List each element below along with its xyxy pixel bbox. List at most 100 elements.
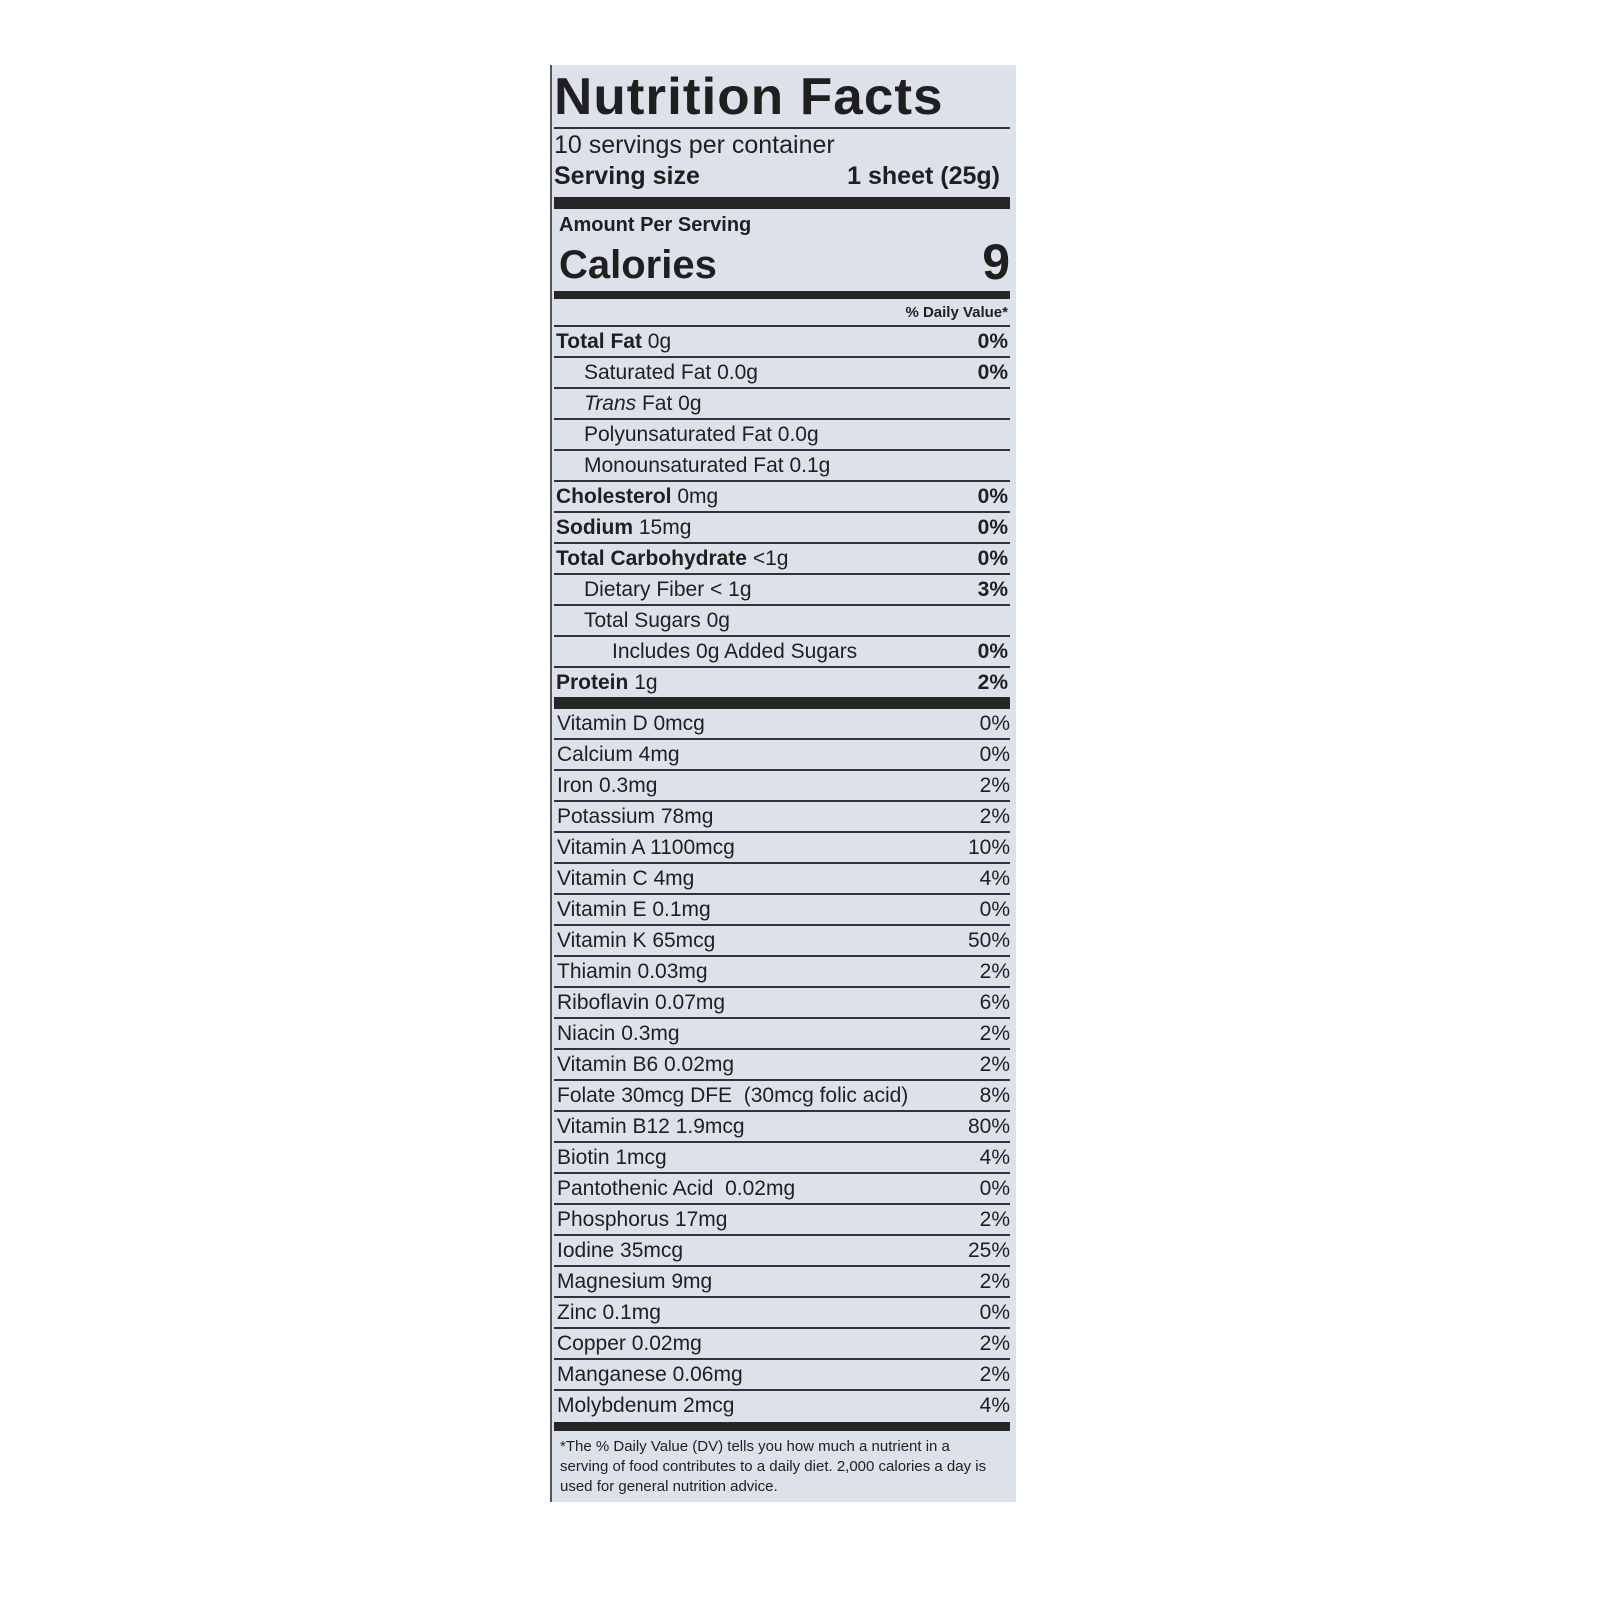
nutrient-name-amount: Trans Fat 0g <box>584 392 702 416</box>
nutrient-daily-value: 2% <box>977 670 1008 694</box>
vitamin-name-amount: Zinc 0.1mg <box>557 1300 661 1324</box>
nutrient-daily-value: 0% <box>977 515 1008 539</box>
serving-size-label: Serving size <box>554 162 700 190</box>
vitamin-name-amount: Phosphorus 17mg <box>557 1207 728 1231</box>
vitamin-name-amount: Vitamin D 0mcg <box>557 711 705 735</box>
nutrient-name-amount: Total Fat 0g <box>556 330 671 354</box>
nutrient-row: Trans Fat 0g <box>554 389 1010 420</box>
vitamin-name-amount: Vitamin C 4mg <box>557 866 695 890</box>
vitamin-row: Iodine 35mcg 25% <box>554 1236 1010 1267</box>
nutrient-name: Monounsaturated Fat <box>584 453 784 477</box>
nutrient-row: Dietary Fiber < 1g 3% <box>554 575 1010 606</box>
vitamin-daily-value: 0% <box>979 711 1010 735</box>
vitamin-daily-value: 2% <box>979 773 1010 797</box>
nutrient-daily-value: 0% <box>977 484 1008 508</box>
thick-divider <box>554 1422 1010 1431</box>
vitamin-name-amount: Vitamin B12 1.9mcg <box>557 1114 745 1138</box>
nutrient-name: Saturated Fat <box>584 360 712 384</box>
nutrient-name-amount: Saturated Fat 0.0g <box>584 361 758 385</box>
nutrient-amount: 0.0g <box>717 360 758 384</box>
calories-value: 9 <box>982 234 1010 290</box>
vitamin-name-amount: Thiamin 0.03mg <box>557 959 708 983</box>
vitamin-row: Copper 0.02mg 2% <box>554 1329 1010 1360</box>
vitamin-daily-value: 2% <box>979 804 1010 828</box>
nutrient-row: Total Carbohydrate <1g 0% <box>554 544 1010 575</box>
vitamin-daily-value: 0% <box>979 1176 1010 1200</box>
vitamin-daily-value: 25% <box>967 1238 1010 1262</box>
vitamin-row: Zinc 0.1mg 0% <box>554 1298 1010 1329</box>
nutrient-amount: 15mg <box>638 515 692 539</box>
vitamin-name-amount: Copper 0.02mg <box>557 1331 702 1355</box>
vitamin-row: Potassium 78mg 2% <box>554 802 1010 833</box>
vitamin-row: Vitamin E 0.1mg 0% <box>554 895 1010 926</box>
vitamin-daily-value: 4% <box>979 866 1010 890</box>
vitamin-row: Vitamin K 65mcg 50% <box>554 926 1010 957</box>
nutrient-name: Polyunsaturated Fat <box>584 422 772 446</box>
calories-row: Calories 9 <box>554 237 1010 287</box>
vitamin-daily-value: 0% <box>979 742 1010 766</box>
nutrient-daily-value: 3% <box>977 577 1008 601</box>
vitamin-list: Vitamin D 0mcg 0% Calcium 4mg 0% Iron 0.3mg 2… <box>554 709 1010 1420</box>
nutrient-amount: 0g <box>706 608 730 632</box>
vitamin-row: Vitamin B6 0.02mg 2% <box>554 1050 1010 1081</box>
vitamin-row: Folate 30mcg DFE (30mcg folic acid) 8% <box>554 1081 1010 1112</box>
vitamin-daily-value: 2% <box>979 1331 1010 1355</box>
vitamin-row: Manganese 0.06mg 2% <box>554 1360 1010 1391</box>
nutrient-daily-value: 0% <box>977 546 1008 570</box>
nutrient-list: Total Fat 0g 0% Saturated Fat 0.0g 0% Trans … <box>554 327 1010 697</box>
thick-divider <box>554 291 1010 299</box>
nutrient-name-amount: Includes 0g Added Sugars <box>612 640 857 664</box>
vitamin-name-amount: Folate 30mcg DFE (30mcg folic acid) <box>557 1083 909 1107</box>
nutrient-amount: 0g <box>647 329 672 353</box>
vitamin-name-amount: Pantothenic Acid 0.02mg <box>557 1176 796 1200</box>
nutrient-name-amount: Sodium 15mg <box>556 516 691 540</box>
nutrient-row: Protein 1g 2% <box>554 668 1010 697</box>
nutrient-amount: 1g <box>634 670 658 694</box>
vitamin-row: Phosphorus 17mg 2% <box>554 1205 1010 1236</box>
vitamin-daily-value: 2% <box>979 1269 1010 1293</box>
servings-per-container: 10 servings per container <box>554 131 835 159</box>
vitamin-name-amount: Iodine 35mcg <box>557 1238 684 1262</box>
nutrient-row: Monounsaturated Fat 0.1g <box>554 451 1010 482</box>
thick-divider <box>554 197 1010 209</box>
vitamin-row: Magnesium 9mg 2% <box>554 1267 1010 1298</box>
nutrient-amount: < 1g <box>710 577 752 601</box>
footnote: *The % Daily Value (DV) tells you how mu… <box>560 1438 987 1495</box>
vitamin-name-amount: Manganese 0.06mg <box>557 1362 743 1386</box>
vitamin-row: Biotin 1mcg 4% <box>554 1143 1010 1174</box>
vitamin-name-amount: Magnesium 9mg <box>557 1269 713 1293</box>
nutrient-daily-value: 0% <box>977 329 1008 353</box>
vitamin-daily-value: 4% <box>979 1393 1010 1417</box>
nutrient-name-amount: Cholesterol 0mg <box>556 485 718 509</box>
vitamin-name-amount: Iron 0.3mg <box>557 773 658 797</box>
vitamin-daily-value: 4% <box>979 1145 1010 1169</box>
nutrient-amount: 0.1g <box>789 453 831 477</box>
vitamin-row: Niacin 0.3mg 2% <box>554 1019 1010 1050</box>
nutrient-row: Includes 0g Added Sugars 0% <box>554 637 1010 668</box>
nutrient-name-amount: Polyunsaturated Fat 0.0g <box>584 423 819 447</box>
vitamin-daily-value: 8% <box>979 1083 1010 1107</box>
vitamin-row: Vitamin D 0mcg 0% <box>554 709 1010 740</box>
nutrient-name: Dietary Fiber <box>584 577 705 601</box>
nutrient-name-amount: Total Sugars 0g <box>584 609 730 633</box>
divider <box>554 127 1010 129</box>
vitamin-daily-value: 2% <box>979 1052 1010 1076</box>
vitamin-name-amount: Molybdenum 2mcg <box>557 1393 735 1417</box>
vitamin-name-amount: Biotin 1mcg <box>557 1145 667 1169</box>
vitamin-daily-value: 2% <box>979 1021 1010 1045</box>
vitamin-name-amount: Calcium 4mg <box>557 742 680 766</box>
vitamin-daily-value: 2% <box>979 1207 1010 1231</box>
nutrient-name: Total Sugars <box>584 608 701 632</box>
nutrient-name: Includes 0g Added Sugars <box>612 639 858 663</box>
vitamin-name-amount: Riboflavin 0.07mg <box>557 990 726 1014</box>
vitamin-row: Vitamin B12 1.9mcg 80% <box>554 1112 1010 1143</box>
nutrient-daily-value: 0% <box>977 360 1008 384</box>
vitamin-daily-value: 2% <box>979 1362 1010 1386</box>
vitamin-daily-value: 0% <box>979 897 1010 921</box>
vitamin-name-amount: Vitamin A 1100mcg <box>557 835 735 859</box>
nutrient-name-amount: Monounsaturated Fat 0.1g <box>584 454 830 478</box>
vitamin-daily-value: 0% <box>979 1300 1010 1324</box>
serving-size: Serving size 1 sheet (25g) <box>554 161 1010 191</box>
nutrient-row: Saturated Fat 0.0g 0% <box>554 358 1010 389</box>
nutrient-name: Trans <box>584 391 637 415</box>
